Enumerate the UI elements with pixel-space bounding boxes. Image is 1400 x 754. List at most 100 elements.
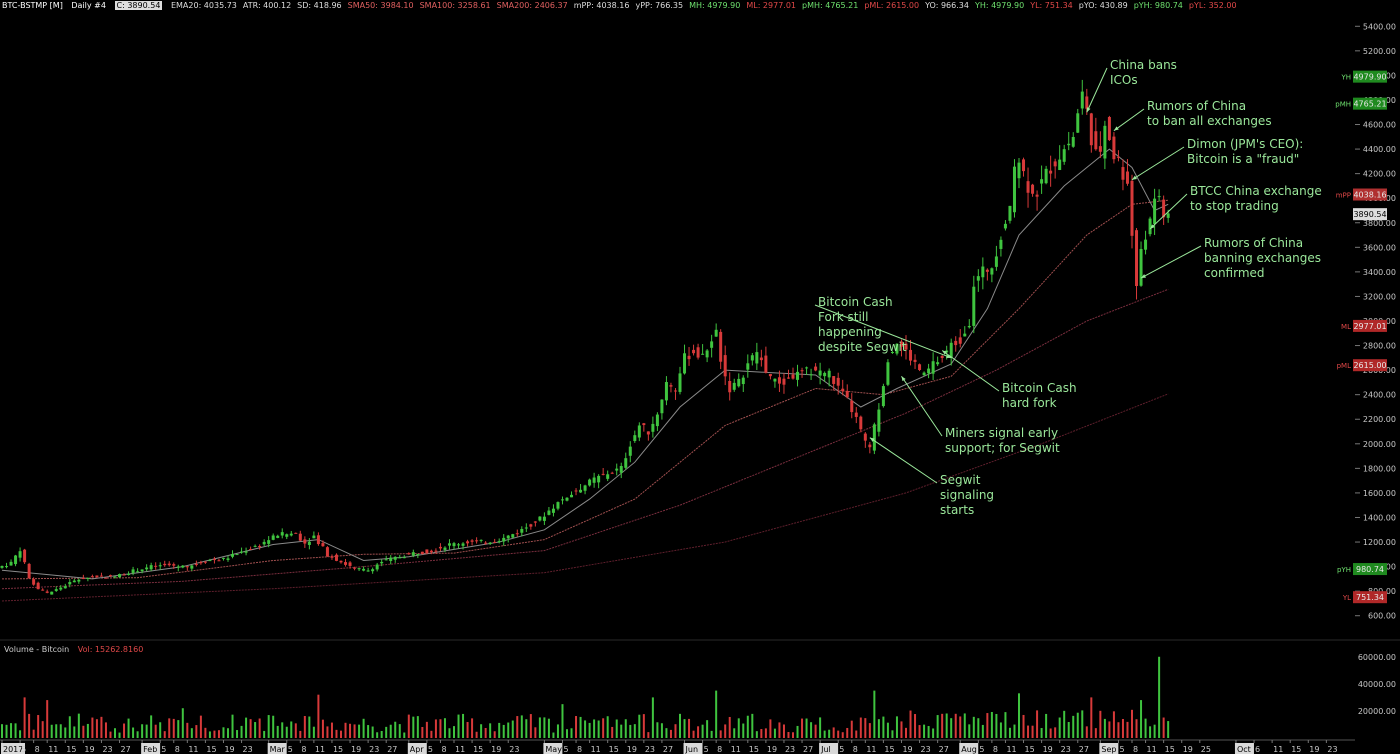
badge-tag: YL <box>1342 594 1351 602</box>
candle-body <box>515 533 519 535</box>
volume-bar <box>1167 721 1170 738</box>
volume-bar <box>905 727 907 738</box>
x-tick-label: 27 <box>663 745 673 754</box>
volume-bar <box>972 716 975 738</box>
candle-body <box>1116 156 1120 158</box>
candle-body <box>212 559 216 561</box>
candle-body <box>1008 205 1012 221</box>
candle-body <box>615 468 619 471</box>
price-badge <box>1353 319 1387 332</box>
volume-bar <box>358 724 361 738</box>
volume-bar <box>796 725 799 738</box>
volume-bar <box>715 690 718 738</box>
x-tick-label: 27 <box>803 745 813 754</box>
y-tick-label: 1600.00 <box>1363 489 1396 498</box>
x-tick-label: Aug <box>961 745 977 754</box>
x-tick-label: 11 <box>1147 745 1157 754</box>
volume-bar <box>303 716 306 738</box>
annotation-arrow <box>1140 245 1202 279</box>
volume-bar <box>588 722 591 738</box>
x-tick-label: 23 <box>645 745 655 754</box>
x-tick-label: 23 <box>921 745 931 754</box>
volume-bar <box>1031 725 1034 738</box>
x-tick-label: 11 <box>1273 745 1283 754</box>
volume-bar <box>484 727 487 738</box>
volume-bar <box>602 718 605 738</box>
volume-bar <box>719 730 722 738</box>
candle-body <box>633 435 637 442</box>
volume-bar <box>349 723 352 738</box>
volume-bar <box>227 728 229 738</box>
volume-bar <box>1040 728 1043 738</box>
candle-body <box>1112 136 1116 160</box>
candle-body <box>1148 218 1152 235</box>
candle-body <box>764 355 768 373</box>
volume-bar <box>1067 722 1070 738</box>
x-tick-label: 19 <box>224 745 234 754</box>
stat-5: SMA200: 2406.37 <box>496 1 568 10</box>
x-tick-label: 15 <box>609 745 619 754</box>
candle-body <box>235 554 239 556</box>
volume-bar <box>55 724 58 738</box>
volume-bar <box>832 727 835 738</box>
volume-bar <box>968 724 971 738</box>
volume-bar <box>385 726 388 738</box>
volume-bar <box>1112 711 1115 738</box>
price-badge <box>1353 70 1387 83</box>
candle-body <box>380 561 384 564</box>
volume-bar <box>299 730 302 738</box>
candle-body <box>99 575 103 577</box>
sma100-line <box>1 288 1169 590</box>
candle-body <box>45 591 49 593</box>
volume-bar <box>335 729 338 738</box>
candle-body <box>565 497 569 501</box>
candle-body <box>985 269 989 272</box>
badge-tag: YH <box>1340 74 1351 82</box>
candle-body <box>936 362 940 365</box>
volume-bar <box>547 718 550 738</box>
candle-body <box>316 535 320 545</box>
candle-body <box>506 535 510 539</box>
badge-tag: pMH <box>1335 101 1351 109</box>
volume-bar <box>37 715 40 738</box>
annotation-2: Dimon (JPM's CEO): Bitcoin is a "fraud" <box>1187 137 1303 167</box>
candle-body <box>475 540 479 542</box>
volume-bar <box>254 722 257 738</box>
candle-body <box>172 564 176 566</box>
candle-body <box>606 474 610 479</box>
price-badge-label: 2615.00 <box>1353 361 1386 370</box>
candle-body <box>108 575 112 577</box>
x-month-box <box>141 743 161 754</box>
y-tick-label: 5400.00 <box>1363 22 1396 31</box>
annotation-3: BTCC China exchange to stop trading <box>1190 184 1322 214</box>
candle-body <box>687 355 691 360</box>
volume-bar <box>480 724 483 738</box>
volume-bar <box>751 713 754 738</box>
candle-body <box>63 586 67 589</box>
volume-bar <box>263 730 266 738</box>
candle-body <box>588 479 592 486</box>
volume-bar <box>421 727 424 738</box>
volume-bar <box>240 725 243 738</box>
volume-bar <box>118 732 121 738</box>
price-badges: 4979.90 4765.21 4038.16 3890.54 2977.01 2615.… <box>1335 70 1387 604</box>
volume-bar <box>755 731 758 738</box>
volume-bar <box>566 729 568 738</box>
candle-body <box>529 524 533 527</box>
candle-body <box>967 325 971 328</box>
volume-tick-label: 60000.00 <box>1358 653 1396 662</box>
candle-body <box>402 557 406 559</box>
volume-bar <box>1004 712 1007 738</box>
volume-bar <box>651 697 654 738</box>
stat-14: YL: 751.34 <box>1030 1 1073 10</box>
volume-bar <box>787 732 790 738</box>
candle-body <box>868 444 872 448</box>
volume-bar <box>525 719 528 738</box>
x-tick-label: 19 <box>491 745 501 754</box>
volume-bar <box>615 719 618 738</box>
x-tick-label: 19 <box>351 745 361 754</box>
volume-bar <box>638 714 641 738</box>
volume-bar <box>710 730 713 738</box>
